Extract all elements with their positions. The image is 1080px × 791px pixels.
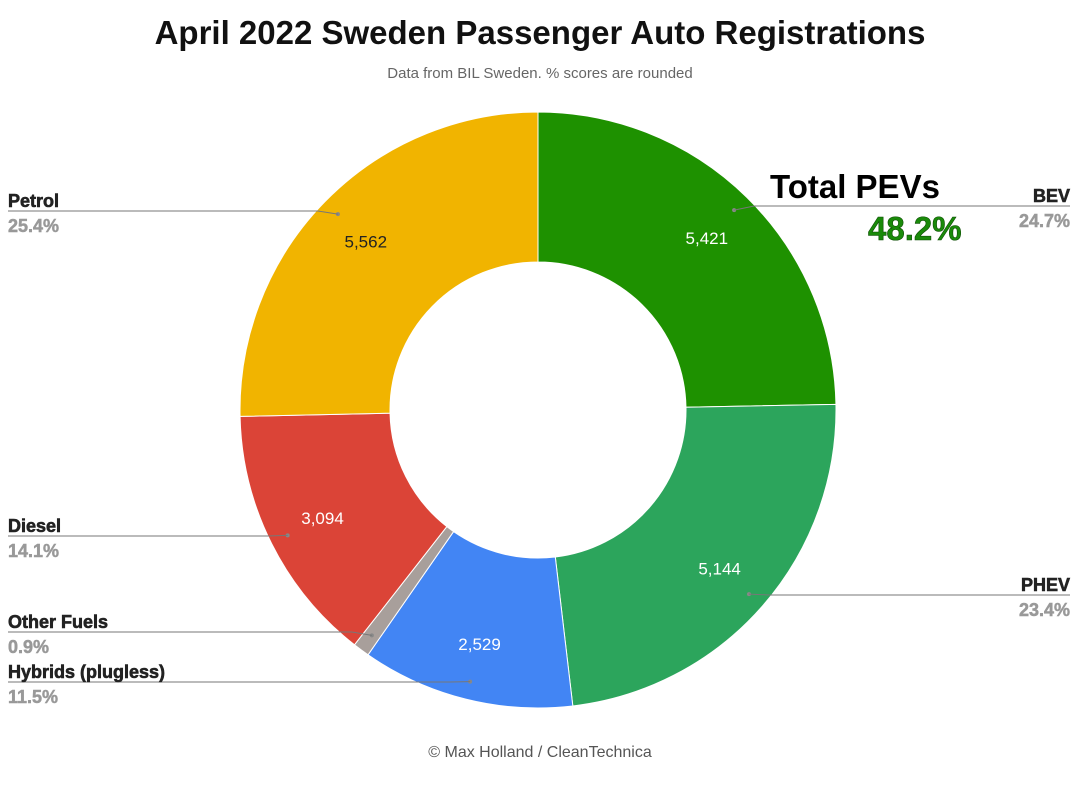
leader-line-other-fuels <box>8 631 372 636</box>
value-label-diesel: 3,094 <box>301 509 344 528</box>
percent-label-diesel: 14.1% <box>8 541 59 561</box>
percent-label-hybrids-plugless: 11.5% <box>8 687 58 707</box>
value-label-petrol: 5,562 <box>344 232 387 251</box>
chart-subtitle: Data from BIL Sweden. % scores are round… <box>387 65 693 82</box>
slice-diesel <box>239 412 448 646</box>
leader-line-petrol <box>8 210 338 215</box>
percent-label-phev: 23.4% <box>1019 600 1070 620</box>
slice-petrol <box>239 111 539 417</box>
value-label-bev: 5,421 <box>686 229 729 248</box>
leader-line-diesel <box>8 534 288 537</box>
slice-bev <box>537 111 837 408</box>
percent-label-petrol: 25.4% <box>8 216 59 236</box>
leader-line-phev <box>748 593 1070 596</box>
category-label-petrol: Petrol <box>8 191 59 211</box>
percent-label-other-fuels: 0.9% <box>8 637 49 657</box>
percent-label-bev: 24.7% <box>1019 211 1070 231</box>
leader-line-bev <box>734 205 1070 211</box>
chart-title: April 2022 Sweden Passenger Auto Registr… <box>154 14 926 51</box>
value-label-phev: 5,144 <box>698 559 741 578</box>
chart-credit: © Max Holland / CleanTechnica <box>428 744 652 761</box>
category-label-diesel: Diesel <box>8 516 61 536</box>
total-pevs-title: Total PEVs <box>770 168 940 205</box>
category-label-phev: PHEV <box>1021 575 1070 595</box>
total-pevs-value: 48.2% <box>868 210 962 248</box>
value-label-hybrids-plugless: 2,529 <box>458 635 501 654</box>
category-label-other-fuels: Other Fuels <box>8 612 108 632</box>
category-label-hybrids-plugless: Hybrids (plugless) <box>8 662 165 682</box>
slice-phev <box>554 403 837 707</box>
category-label-bev: BEV <box>1033 186 1070 206</box>
